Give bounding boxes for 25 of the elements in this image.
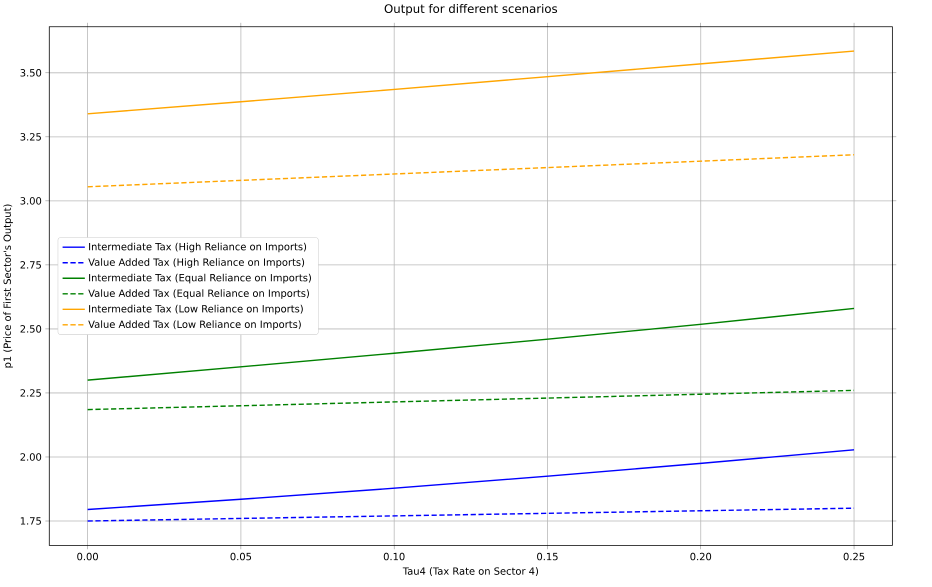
line-series — [86, 50, 855, 114]
legend-label: Intermediate Tax (High Reliance on Imports) — [89, 242, 306, 252]
y-tick-label: 2.25 — [20, 389, 41, 397]
y-tick-label: 3.00 — [20, 196, 42, 204]
y-tick-label: 2.00 — [20, 453, 42, 461]
x-tick-label: 0.10 — [384, 552, 405, 560]
y-tick-label: 3.50 — [20, 68, 42, 76]
legend-label: Intermediate Tax (Equal Reliance on Imports) — [89, 274, 311, 284]
y-tick-label: 1.75 — [20, 517, 41, 525]
chart-title: Output for different scenarios — [384, 4, 558, 16]
line-series — [86, 448, 855, 510]
legend-label: Intermediate Tax (Low Reliance on Imports) — [89, 304, 303, 314]
legend-label: Value Added Tax (Equal Reliance on Imports) — [88, 289, 309, 299]
x-tick-label: 0.05 — [230, 552, 252, 560]
y-axis-title: p1 (Price of First Sector's Output) — [3, 204, 13, 368]
legend-label: Value Added Tax (Low Reliance on Imports) — [88, 320, 301, 330]
y-tick-label: 3.25 — [20, 132, 41, 140]
legend-label: Value Added Tax (High Reliance on Imports) — [88, 258, 304, 268]
x-axis-title: Tau4 (Tax Rate on Sector 4) — [402, 566, 538, 576]
x-tick-label: 0.00 — [77, 552, 98, 560]
y-tick-label: 2.50 — [20, 325, 42, 332]
x-tick-label: 0.20 — [690, 552, 712, 560]
x-tick-label: 0.25 — [844, 552, 864, 560]
x-tick-label: 0.15 — [537, 552, 558, 560]
y-tick-label: 2.75 — [20, 260, 41, 268]
